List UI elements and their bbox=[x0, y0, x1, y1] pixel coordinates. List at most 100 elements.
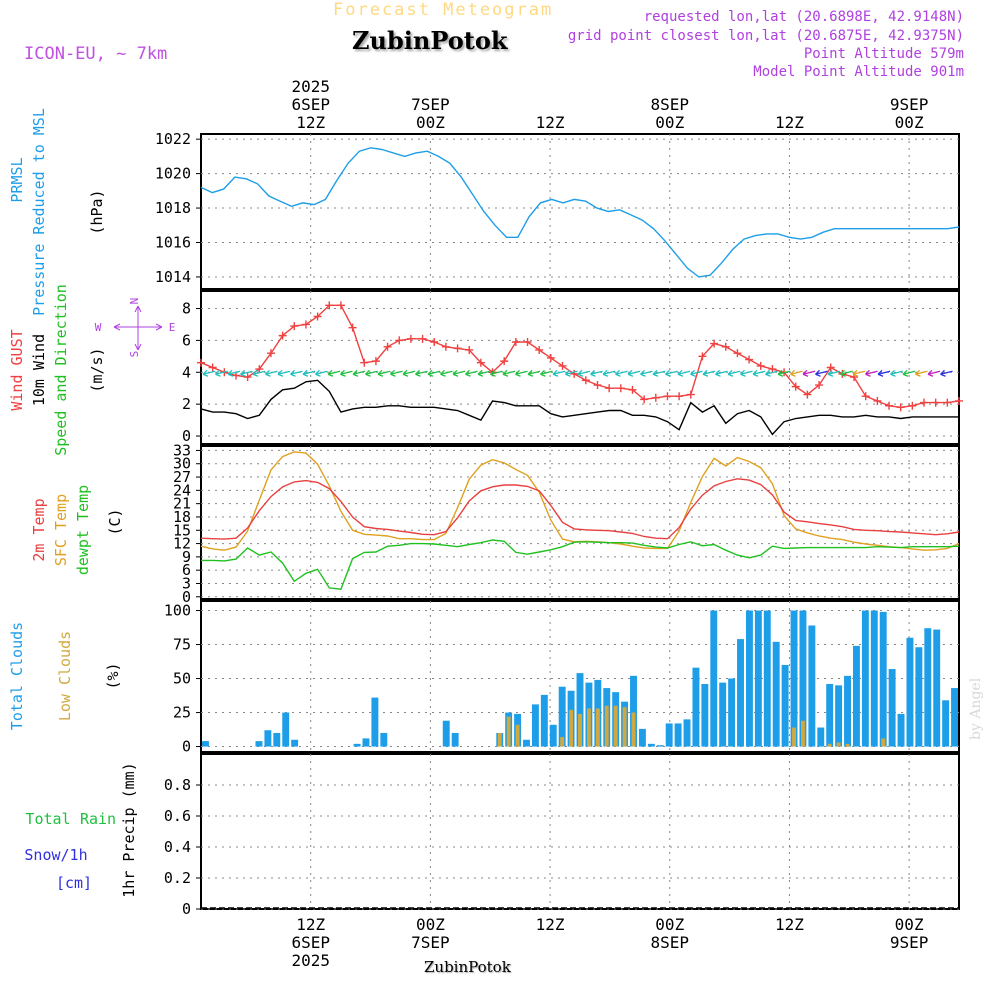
total-cloud-bar bbox=[799, 610, 807, 747]
wind-direction-arrow bbox=[777, 369, 791, 377]
wind-direction-arrow bbox=[627, 369, 641, 377]
wind-direction-arrow bbox=[765, 369, 778, 377]
wind-direction-arrow bbox=[552, 369, 566, 377]
total-cloud-bar bbox=[719, 682, 727, 747]
top-axis-year: 2025 bbox=[291, 77, 330, 96]
gust-point bbox=[197, 358, 205, 367]
total-cloud-bar bbox=[291, 739, 299, 747]
gust-point bbox=[955, 396, 963, 405]
wind-direction-arrow bbox=[827, 369, 841, 377]
top-axis-date: 6SEP bbox=[291, 95, 330, 114]
y-tick-label: 6 bbox=[182, 331, 191, 349]
y-tick-label: 4 bbox=[182, 363, 191, 381]
wind-direction-arrow bbox=[665, 369, 678, 377]
gust-point bbox=[756, 361, 765, 370]
total-cloud-bar bbox=[576, 673, 584, 747]
gust-point bbox=[920, 398, 929, 407]
bottom-axis-date: 6SEP bbox=[291, 933, 330, 952]
total-cloud-bar bbox=[790, 610, 798, 747]
total-cloud-bar bbox=[656, 745, 664, 747]
bottom-axis-time: 00Z bbox=[416, 915, 445, 934]
temp2m-line bbox=[200, 478, 960, 540]
bottom-axis-time: 12Z bbox=[296, 915, 325, 934]
y-tick-label: 0.2 bbox=[164, 869, 191, 887]
gust-point bbox=[908, 401, 917, 410]
y-tick-label: 1014 bbox=[155, 268, 191, 286]
y-tick-label: 1018 bbox=[155, 199, 191, 217]
gust-point bbox=[535, 345, 544, 354]
bottom-axis-date: 9SEP bbox=[890, 933, 929, 952]
wind-direction-arrow bbox=[640, 369, 653, 377]
precip-unit-label: 1hr Precip (mm) bbox=[120, 762, 138, 897]
cloud-unit-label: (%) bbox=[104, 662, 122, 689]
compass-w: W bbox=[95, 321, 102, 334]
wind-label-speed-dir: Speed and Direction bbox=[52, 284, 70, 456]
precip-label-total: Total bbox=[25, 810, 70, 828]
total-cloud-bar bbox=[531, 704, 539, 747]
total-cloud-bar bbox=[728, 678, 736, 747]
wind-direction-arrow bbox=[815, 369, 828, 377]
gust-point bbox=[546, 353, 555, 362]
total-cloud-bar bbox=[638, 728, 646, 747]
wind-direction-arrow bbox=[727, 369, 741, 377]
gust-point bbox=[453, 344, 462, 353]
low-cloud-bar bbox=[800, 720, 805, 747]
bottom-axis-date: 7SEP bbox=[411, 933, 450, 952]
gust-point bbox=[815, 381, 824, 390]
gust-point bbox=[348, 323, 357, 332]
low-cloud-bar bbox=[586, 708, 591, 747]
gust-point bbox=[885, 401, 894, 410]
y-tick-label: 0 bbox=[182, 900, 191, 918]
wind-direction-arrow bbox=[515, 369, 528, 377]
top-axis-date: 9SEP bbox=[890, 95, 929, 114]
gust-point bbox=[208, 363, 217, 372]
low-cloud-bar bbox=[836, 742, 841, 747]
y-tick-label: 25 bbox=[173, 704, 191, 722]
wind-direction-arrow bbox=[740, 369, 753, 377]
requested-coords: requested lon,lat (20.6898E, 42.9148N) bbox=[643, 9, 964, 25]
low-cloud-bar bbox=[506, 716, 511, 747]
wind-direction-arrow bbox=[590, 369, 603, 377]
top-axis-time: 00Z bbox=[655, 113, 684, 132]
wind-direction-arrow bbox=[502, 369, 516, 377]
wind-direction-arrow bbox=[527, 369, 541, 377]
wind-direction-arrow bbox=[415, 369, 428, 377]
gust-point bbox=[255, 365, 264, 374]
wind-direction-arrow bbox=[840, 369, 853, 377]
wind-direction-arrow bbox=[477, 369, 491, 377]
gust-point bbox=[325, 301, 334, 310]
top-axis-date: 8SEP bbox=[650, 95, 689, 114]
low-cloud-bar bbox=[569, 709, 574, 747]
low-cloud-bar bbox=[792, 727, 796, 747]
total-cloud-bar bbox=[665, 723, 673, 747]
total-cloud-bar bbox=[362, 738, 370, 747]
wind-direction-arrow bbox=[540, 369, 553, 377]
gust-point bbox=[243, 373, 252, 382]
pressure-unit-label: (hPa) bbox=[88, 189, 106, 234]
wind-direction-arrow bbox=[890, 369, 903, 377]
wind-direction-arrow bbox=[615, 369, 628, 377]
gust-point bbox=[721, 342, 730, 351]
wind-direction-arrow bbox=[940, 369, 953, 377]
total-cloud-bar bbox=[763, 610, 771, 747]
low-cloud-bar bbox=[595, 708, 600, 747]
compass-n: N bbox=[128, 298, 141, 305]
gust-point bbox=[313, 312, 322, 321]
total-cloud-bar bbox=[540, 694, 548, 747]
y-tick-label: 27 bbox=[173, 468, 191, 486]
total-cloud-bar bbox=[772, 641, 780, 747]
y-tick-label: 1016 bbox=[155, 234, 191, 252]
cloud-label-total: Total Clouds bbox=[8, 622, 26, 730]
y-tick-label: 0.8 bbox=[164, 776, 191, 794]
bottom-axis-time: 12Z bbox=[536, 915, 565, 934]
wind-direction-arrow bbox=[427, 369, 441, 377]
y-tick-label: 0.6 bbox=[164, 807, 191, 825]
total-cloud-bar bbox=[888, 669, 896, 747]
wind-direction-arrow bbox=[340, 369, 353, 377]
total-cloud-bar bbox=[817, 727, 825, 747]
total-cloud-bar bbox=[852, 645, 860, 747]
footer-station-name: ZubinPotok bbox=[424, 958, 511, 976]
panel-frame-1 bbox=[200, 133, 960, 290]
top-axis-time: 00Z bbox=[416, 113, 445, 132]
